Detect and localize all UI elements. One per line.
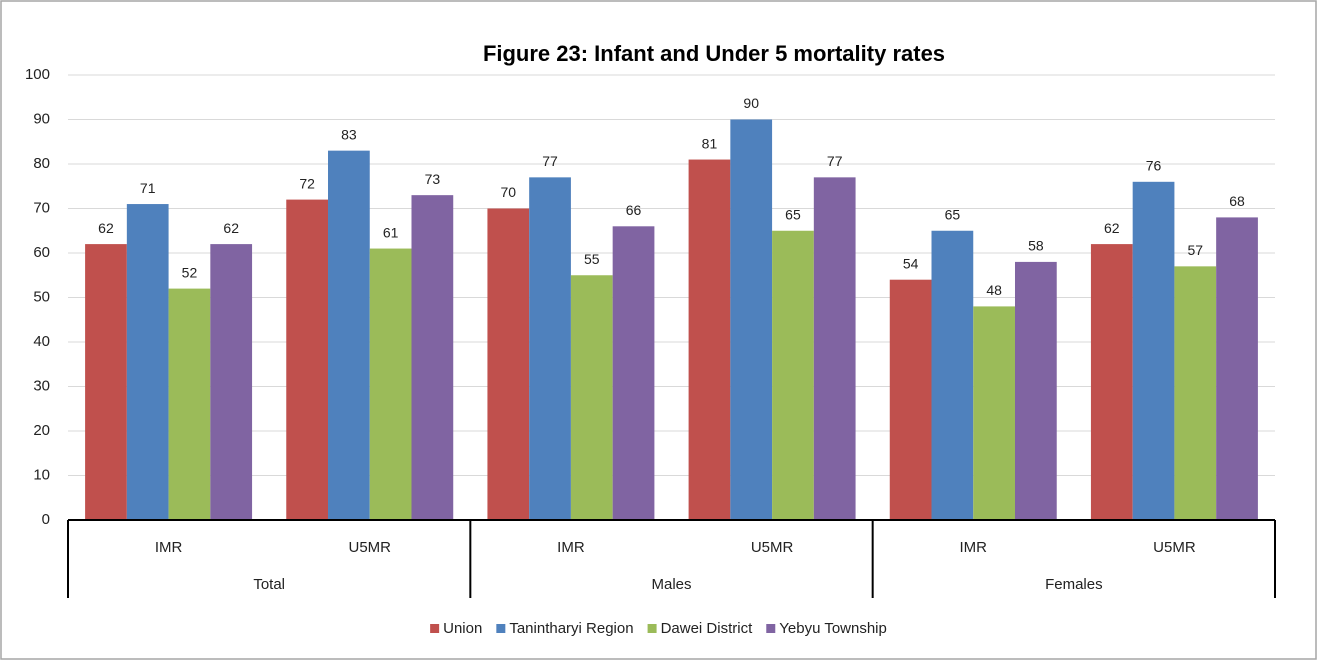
group-label: Total [253, 576, 285, 593]
data-label: 81 [702, 135, 718, 151]
data-label: 77 [542, 153, 558, 169]
y-tick-label: 50 [33, 288, 50, 305]
bar [570, 275, 613, 520]
bar [210, 244, 253, 520]
x-tick-label: IMR [155, 539, 183, 556]
y-tick-label: 20 [33, 422, 50, 439]
x-tick-label: IMR [960, 539, 988, 556]
y-tick-label: 100 [25, 66, 50, 83]
x-tick-label: U5MR [751, 539, 794, 556]
group-label: Males [651, 576, 691, 593]
legend-swatch [647, 624, 657, 633]
y-tick-label: 60 [33, 244, 50, 261]
legend-label: Dawei District [661, 620, 754, 637]
legend-swatch [766, 624, 776, 633]
data-label: 70 [501, 184, 517, 200]
x-tick-label: U5MR [1153, 539, 1196, 556]
y-tick-label: 30 [33, 377, 50, 394]
bar [931, 230, 974, 520]
bar [1174, 266, 1217, 520]
bar [126, 204, 169, 521]
data-label: 77 [827, 153, 843, 169]
data-label: 68 [1229, 193, 1245, 209]
bar [1216, 217, 1258, 520]
y-tick-label: 80 [33, 155, 50, 172]
bar [1132, 181, 1175, 521]
bar [487, 208, 530, 520]
data-label: 71 [140, 180, 156, 196]
data-label: 65 [945, 206, 961, 222]
legend-swatch [430, 624, 440, 633]
data-label: 72 [299, 175, 315, 191]
data-label: 90 [743, 95, 759, 111]
bar [529, 177, 571, 520]
data-label: 57 [1187, 242, 1203, 258]
bar [85, 244, 127, 520]
bar [411, 195, 454, 520]
data-label: 62 [98, 220, 114, 236]
data-label: 55 [584, 251, 600, 267]
data-label: 61 [383, 224, 399, 240]
y-tick-label: 10 [33, 466, 50, 483]
legend-label: Tanintharyi Region [509, 620, 633, 637]
x-tick-label: U5MR [348, 539, 391, 556]
data-label: 73 [425, 171, 441, 187]
data-label: 62 [1104, 220, 1120, 236]
y-tick-label: 90 [33, 110, 50, 127]
legend-swatch [496, 624, 506, 633]
data-label: 58 [1028, 238, 1044, 254]
bar [730, 119, 773, 520]
bar [688, 159, 731, 521]
bar [889, 279, 932, 520]
bar [286, 199, 329, 520]
data-label: 65 [785, 206, 801, 222]
data-label: 54 [903, 255, 919, 271]
data-label: 48 [986, 282, 1002, 298]
bar [813, 177, 856, 520]
bar [369, 248, 412, 521]
data-label: 52 [182, 264, 198, 280]
bar [1014, 261, 1057, 520]
chart-title: Figure 23: Infant and Under 5 mortality … [483, 41, 945, 66]
legend-label: Yebyu Township [779, 620, 887, 637]
bar [973, 306, 1015, 520]
y-tick-label: 40 [33, 333, 50, 350]
data-label: 83 [341, 126, 357, 142]
bar [168, 288, 211, 520]
x-tick-label: IMR [557, 539, 585, 556]
data-label: 76 [1146, 158, 1162, 174]
legend-label: Union [443, 620, 482, 637]
data-label: 66 [626, 202, 642, 218]
y-tick-label: 0 [42, 511, 50, 528]
data-label: 62 [223, 220, 239, 236]
bar [772, 230, 814, 520]
bar [328, 150, 370, 520]
group-label: Females [1045, 576, 1103, 593]
y-tick-label: 70 [33, 199, 50, 216]
bar [612, 226, 655, 521]
bar [1090, 244, 1133, 520]
